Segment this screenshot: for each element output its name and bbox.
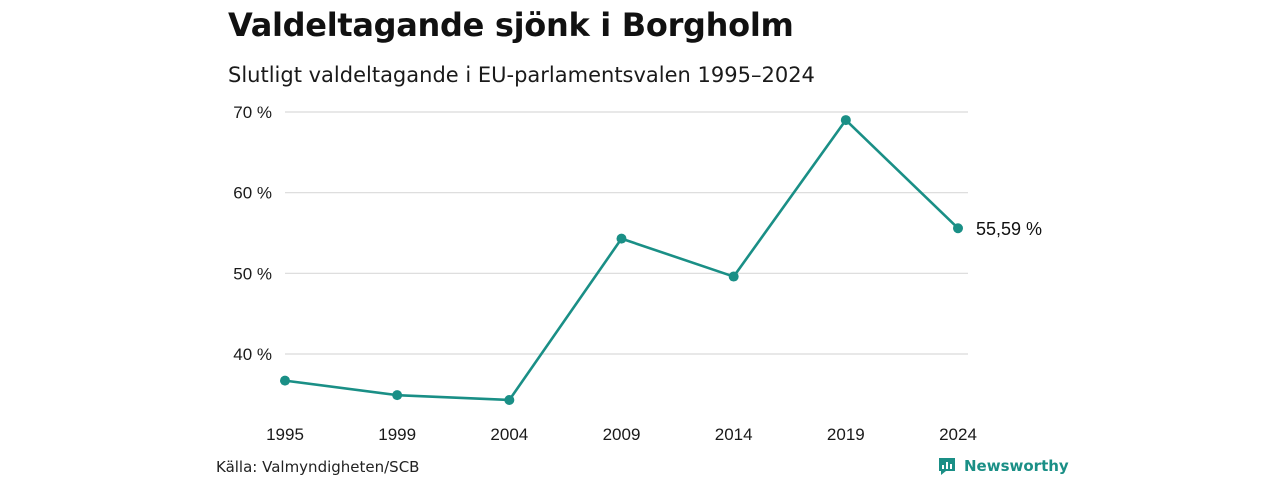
x-tick-label-1999: 1999 [378, 425, 416, 444]
data-point-2014 [728, 271, 739, 282]
brand-name: Newsworthy [964, 457, 1069, 475]
bar-chart-speech-bubble-icon [939, 458, 955, 475]
x-tick-label-2024: 2024 [939, 425, 977, 444]
data-point-1999 [392, 390, 403, 401]
series-line-0 [283, 118, 960, 402]
data-point-1995 [280, 375, 290, 386]
x-tick-label-2014: 2014 [715, 425, 753, 444]
gridlines [285, 111, 968, 355]
x-tick-label-2004: 2004 [490, 425, 528, 444]
data-point-2004 [504, 394, 515, 405]
x-tick-label-2019: 2019 [827, 425, 865, 444]
y-tick-label-40: 40 % [233, 345, 272, 364]
y-axis-ticks: 40 % 50 % 60 % 70 % [233, 103, 272, 364]
brand-logo: Newsworthy [937, 456, 1069, 476]
data-labels: 55,59 % [976, 219, 1042, 239]
x-tick-label-1995: 1995 [266, 425, 304, 444]
data-point-2019 [840, 115, 851, 126]
chart-subtitle: Slutligt valdeltagande i EU-parlamentsva… [228, 63, 815, 87]
y-tick-label-70: 70 % [233, 103, 272, 122]
y-tick-label-60: 60 % [233, 184, 272, 203]
data-point-2024 [953, 223, 963, 234]
chart-title: Valdeltagande sjönk i Borgholm [228, 6, 794, 44]
x-axis-ticks: 1995 1999 2004 2009 2014 2019 2024 [266, 425, 977, 444]
source-note: Källa: Valmyndigheten/SCB [216, 458, 420, 476]
end-value-label: 55,59 % [976, 219, 1042, 239]
x-tick-label-2009: 2009 [603, 425, 641, 444]
series-layer [280, 115, 963, 405]
data-point-2009 [616, 233, 627, 244]
y-tick-label-50: 50 % [233, 264, 272, 283]
